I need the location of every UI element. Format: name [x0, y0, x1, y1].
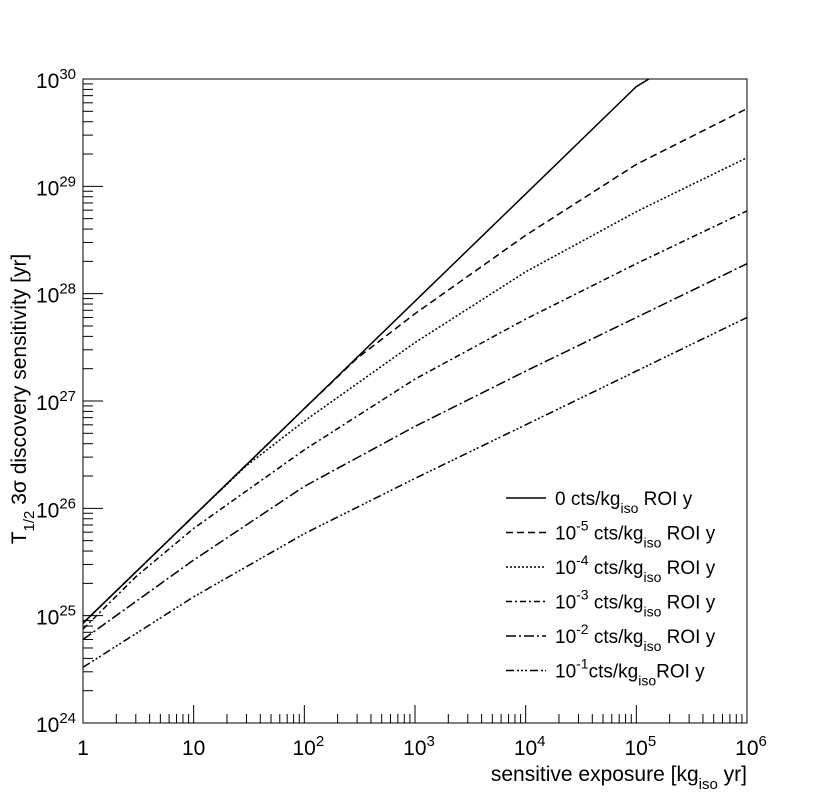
- x-tick-label: 104: [514, 733, 546, 760]
- series-line-4: [82, 210, 748, 630]
- y-tick-label: 1030: [36, 66, 76, 93]
- series-line-3: [82, 157, 748, 624]
- y-tick-label: 1024: [36, 710, 76, 737]
- legend-label: 10-1cts/kgisoROI y: [555, 656, 705, 689]
- legend-label: 10-3 cts/kgiso ROI y: [555, 587, 716, 620]
- x-tick-label: 106: [735, 733, 767, 760]
- legend-label: 10-4 cts/kgiso ROI y: [555, 552, 716, 585]
- y-tick-label: 1029: [36, 173, 76, 200]
- tick-labels: 1 10 102 103 104 105 106 1024 1025 1026 1027 1028 10…: [36, 66, 767, 760]
- y-tick-label: 1026: [36, 495, 76, 522]
- x-tick-label: 105: [624, 733, 656, 760]
- series-line-2: [82, 107, 748, 624]
- series-lines: [82, 78, 748, 668]
- y-axis-label: T1/2 3σ discovery sensitivity [yr]: [8, 254, 38, 545]
- legend-label: 10-2 cts/kgiso ROI y: [555, 621, 716, 654]
- series-line-6: [82, 316, 748, 668]
- x-tick-label: 102: [292, 733, 324, 760]
- legend: 0 cts/kgiso ROI y10-5 cts/kgiso ROI y10-…: [506, 489, 716, 689]
- x-tick-label: 1: [77, 737, 89, 760]
- legend-label: 10-5 cts/kgiso ROI y: [555, 518, 716, 551]
- y-tick-label: 1027: [36, 388, 76, 415]
- x-tick-label: 10: [182, 737, 205, 760]
- x-axis-label: sensitive exposure [kgiso yr]: [491, 763, 747, 793]
- plot-frame: [82, 78, 748, 724]
- x-tick-label: 103: [403, 733, 435, 760]
- y-tick-label: 1028: [36, 281, 76, 308]
- legend-label: 0 cts/kgiso ROI y: [555, 489, 693, 516]
- y-tick-label: 1025: [36, 603, 76, 630]
